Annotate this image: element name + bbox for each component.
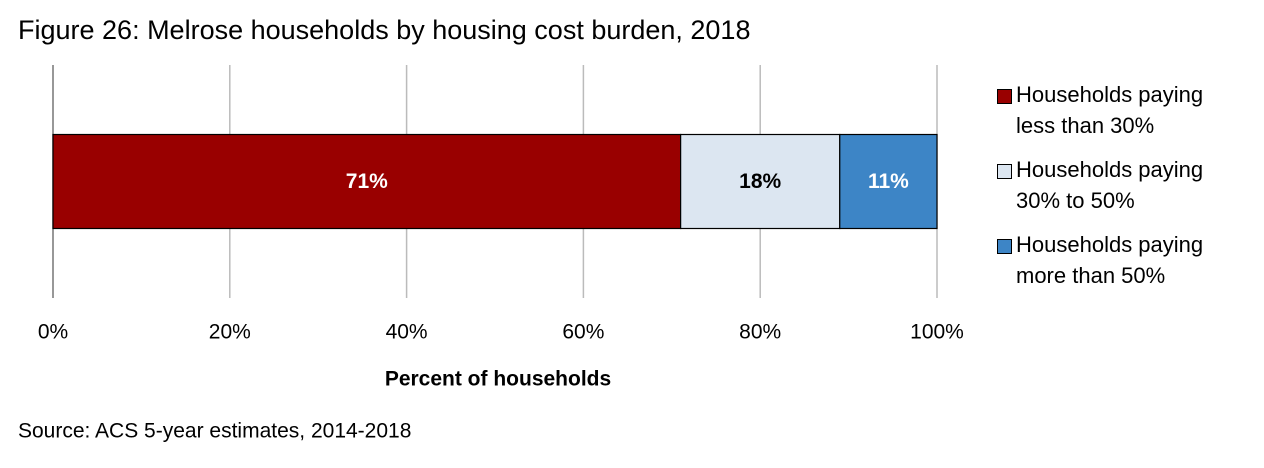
legend-swatch xyxy=(997,89,1012,104)
x-tick-label: 80% xyxy=(739,321,781,344)
legend-item: Households paying more than 50% xyxy=(997,232,1244,291)
bar-segment xyxy=(680,133,841,230)
x-tick-label: 100% xyxy=(910,321,964,344)
x-axis-title: Percent of households xyxy=(385,368,611,391)
bar-segment xyxy=(839,133,938,230)
legend-swatch xyxy=(997,164,1012,179)
x-tick-label: 40% xyxy=(386,321,428,344)
value-label: 18% xyxy=(739,170,781,193)
x-tick-label: 20% xyxy=(209,321,251,344)
legend-label: Households paying 30% to 50% xyxy=(1016,157,1204,213)
legend-label: Households paying less than 30% xyxy=(1016,82,1204,138)
chart-title: Figure 26: Melrose households by housing… xyxy=(18,15,750,45)
legend-swatch xyxy=(997,239,1012,254)
x-tick-label: 0% xyxy=(38,321,68,344)
legend-label: Households paying more than 50% xyxy=(1016,232,1204,288)
x-tick-label: 60% xyxy=(562,321,604,344)
legend-item: Households paying less than 30% xyxy=(997,82,1244,141)
legend-item: Households paying 30% to 50% xyxy=(997,157,1244,216)
bar-segment xyxy=(52,133,682,230)
value-label: 11% xyxy=(868,170,909,193)
value-label: 71% xyxy=(346,170,388,193)
source-note: Source: ACS 5-year estimates, 2014-2018 xyxy=(18,420,411,443)
